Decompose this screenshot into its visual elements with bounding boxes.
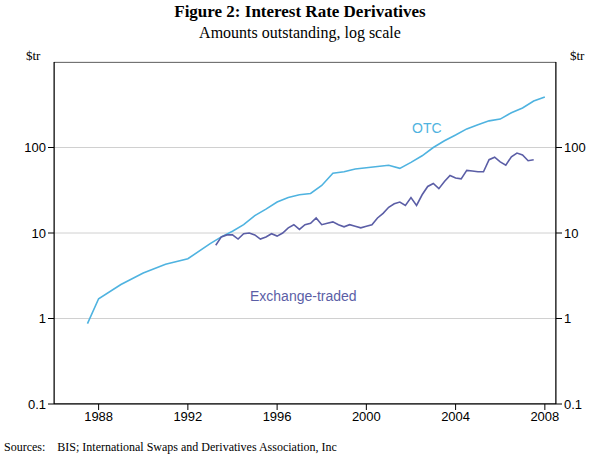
svg-text:1992: 1992 xyxy=(173,409,202,424)
html-text:Exchange-traded: Exchange-traded xyxy=(250,288,357,304)
html-text:Sources: BIS; International Sw: Sources: BIS; International Swaps and De… xyxy=(4,440,337,454)
html-text:$tr: $tr xyxy=(26,48,41,63)
svg-text:100: 100 xyxy=(564,140,586,155)
svg-text:1: 1 xyxy=(39,311,46,326)
svg-text:2004: 2004 xyxy=(441,409,470,424)
svg-text:1996: 1996 xyxy=(263,409,292,424)
html-text:Amounts outstanding, log scale: Amounts outstanding, log scale xyxy=(199,24,401,41)
svg-text:10: 10 xyxy=(32,226,46,241)
html-text:Figure 2: Interest Rate Deriva: Figure 2: Interest Rate Derivatives xyxy=(174,2,426,21)
svg-text:0.1: 0.1 xyxy=(564,397,582,412)
svg-text:2008: 2008 xyxy=(530,409,559,424)
svg-text:100: 100 xyxy=(24,140,46,155)
svg-text:10: 10 xyxy=(564,226,578,241)
html-text:$tr: $tr xyxy=(570,48,585,63)
svg-text:2000: 2000 xyxy=(352,409,381,424)
html-text:OTC: OTC xyxy=(412,120,442,136)
svg-text:1988: 1988 xyxy=(84,409,113,424)
svg-text:1: 1 xyxy=(564,311,571,326)
svg-text:0.1: 0.1 xyxy=(28,397,46,412)
